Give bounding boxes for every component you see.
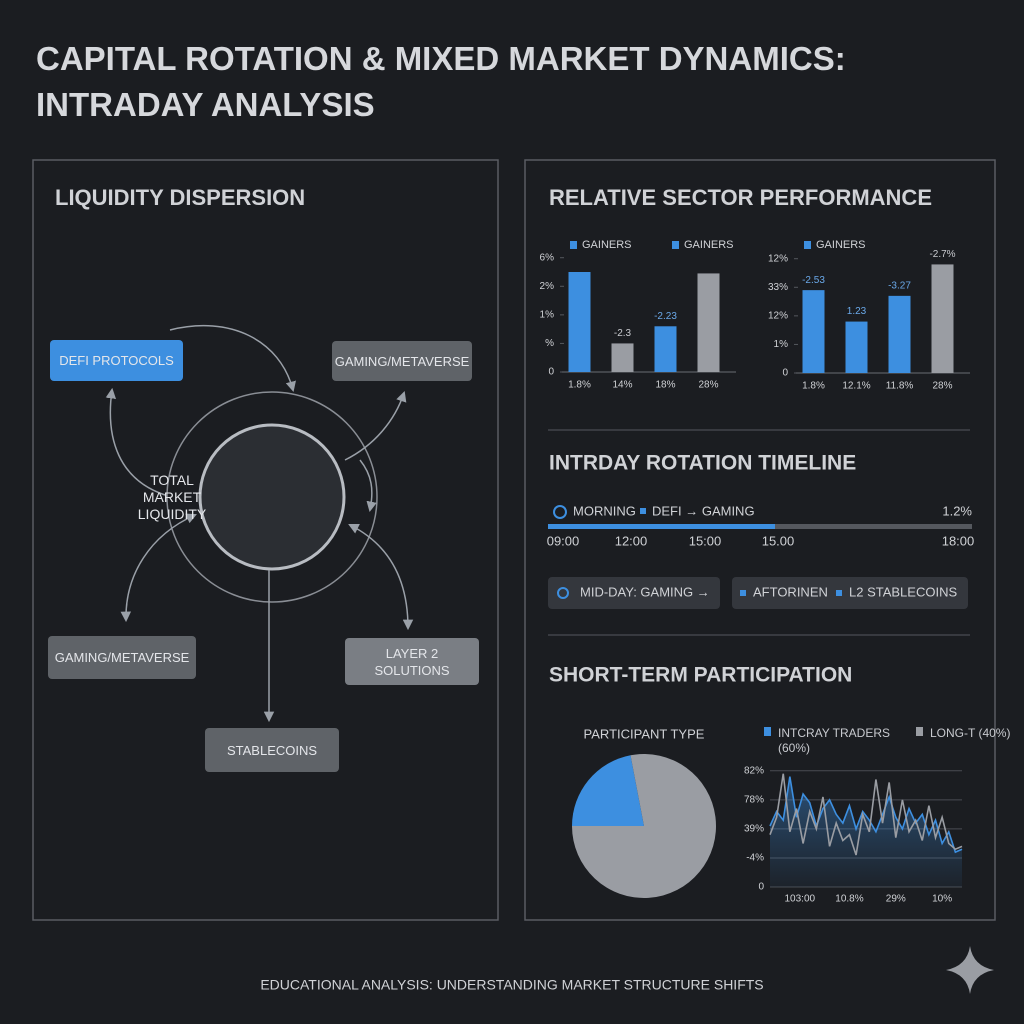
x-tick-label: 10% — [932, 894, 952, 905]
x-tick-label: 1.8% — [568, 380, 591, 391]
x-tick-label: 1.8% — [802, 381, 825, 392]
y-tick-label: 0 — [782, 368, 788, 379]
arrows — [105, 324, 414, 723]
footer: EDUCATIONAL ANALYSIS: UNDERSTANDING MARK… — [260, 977, 763, 993]
sparkle-icon — [946, 946, 994, 994]
y-tick-label: 78% — [744, 794, 764, 805]
node: STABLECOINS — [205, 728, 339, 772]
x-tick-label: 28% — [698, 380, 718, 391]
node: LAYER 2 SOLUTIONS — [345, 638, 479, 685]
area — [770, 776, 962, 887]
legend-label: GAINERS — [684, 239, 734, 251]
time-label: 09:00 — [547, 533, 580, 548]
section-heading: SHORT-TERM PARTICIPATION — [549, 664, 852, 687]
y-tick-label: 82% — [744, 765, 764, 776]
legend-swatch — [764, 727, 771, 736]
y-tick-label: 0 — [758, 882, 764, 893]
y-tick-label: -4% — [746, 853, 764, 864]
line — [769, 776, 963, 854]
pie-slice — [572, 755, 644, 826]
x-tick-label: 11.8% — [886, 381, 914, 392]
x-tick-label: 103:00 — [784, 894, 815, 905]
y-tick-label: 33% — [768, 282, 788, 293]
y-tick-label: 6% — [540, 252, 555, 263]
y-tick-label: % — [545, 338, 554, 349]
bar-annotation: -2.53 — [802, 275, 825, 286]
y-tick-label: 12% — [768, 310, 788, 321]
time-label: 15.00 — [762, 533, 795, 548]
bar — [888, 295, 911, 373]
x-tick-label: 14% — [612, 380, 632, 391]
x-tick-label: 29% — [886, 894, 906, 905]
orbit — [166, 391, 378, 603]
timeline-value: 1.2% — [942, 503, 972, 518]
bar-annotation: -2.23 — [654, 311, 677, 322]
section-heading: INTRDAY ROTATION TIMELINE — [549, 452, 856, 475]
bar — [931, 264, 954, 373]
legend-label: GAINERS — [816, 239, 866, 251]
y-tick-label: 12% — [768, 253, 788, 264]
x-tick-label: 28% — [932, 381, 952, 392]
icon — [553, 505, 567, 519]
x-tick-label: 18% — [655, 380, 675, 391]
y-tick-label: 0 — [548, 367, 554, 378]
node: GAMING/METAVERSE — [332, 341, 472, 381]
node: GAMING/METAVERSE — [48, 636, 196, 679]
y-tick-label: 2% — [540, 281, 555, 292]
panel — [32, 159, 499, 921]
time-label: 15:00 — [689, 533, 722, 548]
y-tick-label: 1% — [540, 309, 555, 320]
legend-swatch — [740, 590, 746, 596]
legend-swatch — [570, 241, 577, 249]
legend-swatch — [640, 508, 646, 514]
section-heading: RELATIVE SECTOR PERFORMANCE — [549, 185, 932, 210]
legend-swatch — [672, 241, 679, 249]
legend-swatch — [836, 590, 842, 596]
bar — [611, 343, 634, 372]
x-tick-label: 12.1% — [842, 381, 870, 392]
bar — [802, 290, 825, 373]
legend-label: INTCRAY TRADERS (60%) — [778, 726, 891, 755]
chip — [548, 577, 720, 609]
panel — [524, 159, 996, 921]
y-tick-label: 1% — [774, 339, 789, 350]
time-label: 18:00 — [942, 533, 975, 548]
pie-slice — [572, 754, 717, 898]
bar-annotation: -2.3 — [614, 328, 632, 339]
bar — [568, 272, 591, 372]
chip-label: L2 STABLECOINS — [849, 584, 957, 599]
timeline-flow: DEFI → GAMING — [652, 503, 755, 518]
legend-label: GAINERS — [582, 239, 632, 251]
center-node — [198, 423, 346, 571]
time-label: 12:00 — [615, 533, 648, 548]
legend-swatch — [916, 727, 923, 736]
center-label: TOTAL MARKET LIQUIDITY — [137, 471, 207, 522]
bar-annotation: 1.23 — [847, 306, 867, 317]
progress-fill — [548, 524, 775, 529]
legend-label: LONG-T (40%) — [930, 726, 1011, 740]
section-heading: LIQUIDITY DISPERSION — [55, 185, 305, 210]
y-tick-label: 39% — [744, 824, 764, 835]
chip-label: AFTORINEN — [753, 584, 828, 599]
timeline-phase: MORNING — [573, 503, 636, 518]
bar-annotation: -3.27 — [888, 280, 911, 291]
bar — [845, 321, 868, 373]
legend-swatch — [804, 241, 811, 249]
page-title: CAPITAL ROTATION & MIXED MARKET DYNAMICS… — [36, 40, 846, 123]
bar — [697, 273, 720, 372]
chip-label: MID-DAY: GAMING → — [580, 584, 710, 599]
chip — [732, 577, 968, 609]
x-tick-label: 10.8% — [835, 894, 863, 905]
line — [769, 773, 963, 856]
bar — [654, 326, 677, 372]
node: DEFI PROTOCOLS — [50, 340, 183, 381]
icon — [557, 587, 569, 599]
bar-annotation: -2.7% — [929, 249, 955, 260]
chart-title: PARTICIPANT TYPE — [584, 726, 705, 741]
